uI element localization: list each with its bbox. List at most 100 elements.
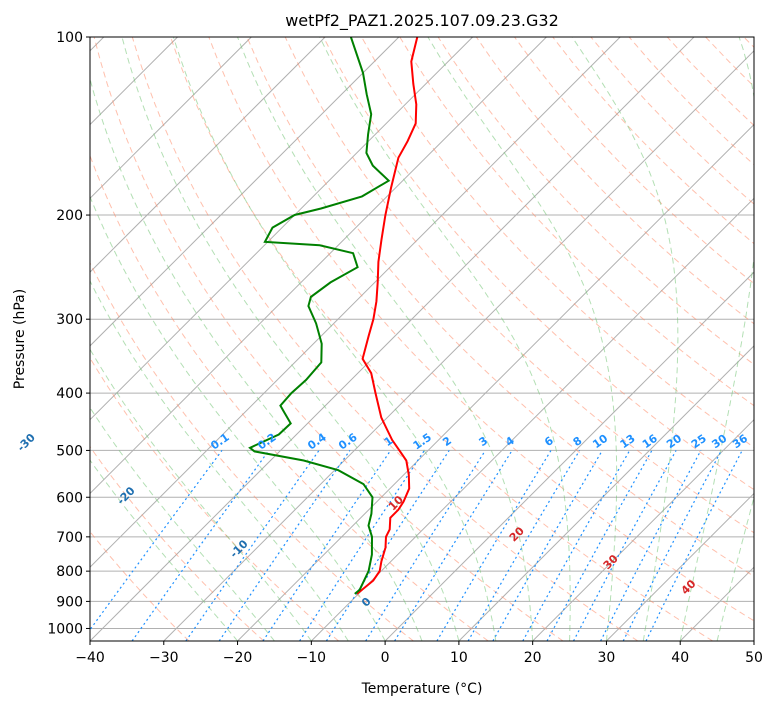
dry-adiabat [590,37,754,205]
dry-adiabat [322,37,754,491]
mixing-ratio-label: 1.5 [411,431,434,453]
profile-lines [248,37,419,595]
moist-adiabat [427,37,618,641]
isotherm [679,566,754,641]
moist-adiabat-label: 20 [507,524,527,544]
dry-adiabat [437,37,754,366]
dry-adiabat [93,37,564,641]
dry-adiabat [361,37,754,448]
mixing-ratio-line [622,450,722,641]
plot-frame [89,36,755,642]
mixing-ratio-line [467,450,581,641]
mixing-ratio-label: 30 [709,432,729,452]
y-tick-label: 600 [56,490,83,506]
moist-adiabat-label: 40 [679,577,699,597]
mixing-ratio-label: 10 [590,432,610,452]
isotherm [532,418,754,641]
mixing-ratio-label: 13 [618,432,638,451]
moist-adiabat [90,406,275,641]
dry-adiabat-label: -20 [114,484,137,507]
mixing-ratio-label: 20 [664,432,684,452]
dry-adiabat [208,37,754,622]
mixing-ratio-line [325,450,450,641]
x-tick-label: −10 [297,650,327,666]
mixing-ratio-label: 36 [730,432,750,452]
moist-adiabat [90,195,386,641]
y-tick-label: 200 [56,208,83,224]
moist-adiabat [172,37,497,641]
isotherm [90,37,695,641]
dry-adiabat [666,37,754,127]
mixing-ratio-line [299,450,425,641]
isotherm [90,37,252,200]
isotherm [753,640,754,641]
dry-adiabat [170,37,713,641]
mixing-ratio-line [522,450,631,641]
moist-adiabat [90,77,423,641]
mixing-ratio-line [365,450,486,641]
x-tick-label: −20 [223,650,253,666]
x-axis: −40 −30 −20 −10 0 10 20 30 40 50 [75,641,763,666]
chart-title: wetPf2_PAZ1.2025.107.09.23.G32 [285,11,559,31]
mixing-ratio-line [546,450,653,641]
moist-adiabat [237,37,534,641]
y-tick-label: 300 [56,312,83,328]
dry-adiabat [552,37,754,245]
x-tick-label: −30 [149,650,179,666]
dry-adiabat [90,445,265,641]
y-tick-label: 100 [56,30,83,46]
x-tick-label: 0 [381,650,390,666]
x-tick-label: 10 [450,650,468,666]
x-tick-label: −40 [75,650,105,666]
isotherm [237,123,754,641]
isotherm [163,50,754,641]
dry-adiabat [90,154,489,641]
moist-adiabat [121,37,460,641]
mixing-ratio-label: 3 [477,434,491,449]
x-tick-label: 40 [671,650,689,666]
mixing-ratio-label: 16 [640,432,660,452]
temperature-line [356,37,419,595]
mixing-ratio-line [131,450,270,641]
y-axis-label: Pressure (hPa) [12,289,28,389]
mixing-ratio-line [600,450,702,641]
mixing-ratio-line [572,450,677,641]
x-tick-label: 50 [745,650,763,666]
moist-adiabat [319,37,571,641]
mixing-ratio-label: 8 [571,434,585,449]
x-tick-label: 30 [598,650,616,666]
isotherm [90,37,400,347]
mixing-ratio-line [394,450,513,641]
dry-adiabat [246,37,754,577]
dry-adiabat [90,261,414,641]
dry-adiabat [131,37,639,641]
dry-adiabat [284,37,754,534]
isotherm [90,37,547,495]
isotherm [90,37,621,568]
moist-adiabat [90,348,312,641]
dry-adiabat-label: -30 [15,431,38,454]
moist-adiabat [571,37,679,641]
moist-adiabat [679,37,754,641]
isotherm [458,345,754,641]
mixing-ratio-label: 0.2 [255,431,278,453]
y-tick-label: 800 [56,564,83,580]
y-tick-label: 1000 [47,621,83,637]
moist-adiabat [90,279,349,641]
dry-adiabat [514,37,754,285]
dry-adiabat [475,37,754,325]
mixing-ratio-line [90,450,223,631]
mixing-ratio-line [218,450,351,641]
mixing-ratio-label: 25 [689,432,709,451]
mixing-ratio-label: 0.4 [305,430,329,452]
dry-adiabat [90,357,339,641]
mixing-ratio-line [436,450,552,641]
moist-adiabat [716,495,754,641]
y-tick-label: 900 [56,594,83,610]
isotherm [606,492,754,641]
mixing-ratio-line [645,450,743,641]
isotherm [90,37,474,421]
y-tick-label: 700 [56,530,83,546]
mixing-ratio-line [185,450,320,641]
